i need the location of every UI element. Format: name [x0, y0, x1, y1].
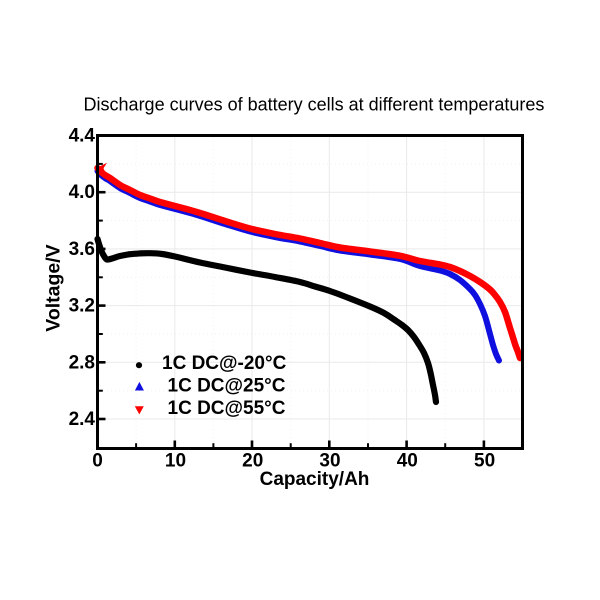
svg-text:40: 40 — [397, 451, 418, 472]
svg-text:0: 0 — [92, 451, 103, 472]
svg-text:3.2: 3.2 — [69, 296, 95, 317]
svg-text:Voltage/V: Voltage/V — [43, 244, 65, 331]
svg-text:4.4: 4.4 — [69, 126, 96, 147]
svg-text:1C DC@-20°C: 1C DC@-20°C — [162, 353, 287, 374]
svg-text:10: 10 — [165, 451, 186, 472]
svg-text:Capacity/Ah: Capacity/Ah — [260, 469, 370, 490]
svg-text:4.0: 4.0 — [69, 182, 95, 203]
svg-text:Discharge curves of battery ce: Discharge curves of battery cells at dif… — [84, 95, 545, 115]
svg-text:2.4: 2.4 — [69, 409, 96, 430]
svg-text:20: 20 — [242, 451, 263, 472]
svg-text:50: 50 — [474, 451, 495, 472]
svg-text:1C DC@55°C: 1C DC@55°C — [168, 398, 286, 419]
svg-text:1C DC@25°C: 1C DC@25°C — [168, 375, 286, 396]
svg-text:2.8: 2.8 — [69, 352, 95, 373]
svg-text:30: 30 — [319, 451, 340, 472]
svg-text:3.6: 3.6 — [69, 239, 95, 260]
